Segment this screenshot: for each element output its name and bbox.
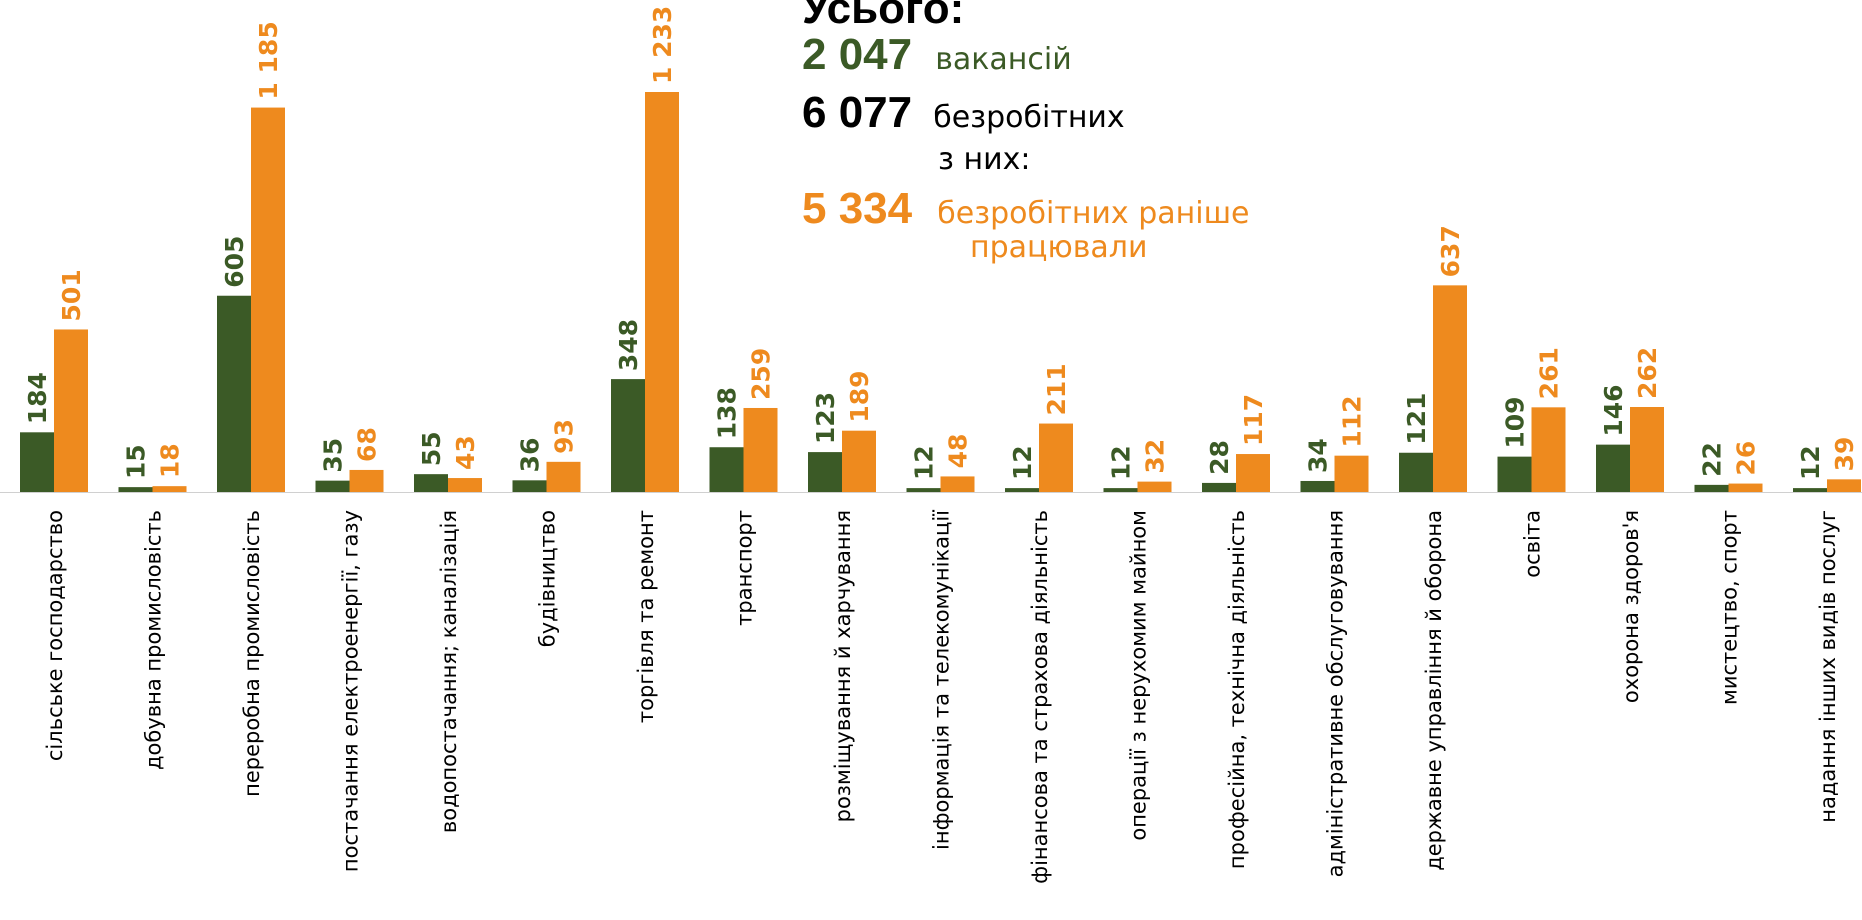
bar-vacancies-9 [906, 488, 941, 492]
bar-vacancies-16 [1596, 444, 1630, 492]
label-vacancies-18: 12 [1796, 445, 1825, 480]
category-label-2: переробна промисловість [240, 510, 264, 797]
label-unemployed-7: 259 [747, 348, 776, 400]
bar-vacancies-3 [315, 480, 350, 492]
category-label-11: операції з нерухомим майном [1127, 510, 1151, 841]
label-vacancies-10: 12 [1008, 445, 1037, 480]
category-label-10: фінансова та страхова діяльність [1028, 510, 1052, 884]
category-label-6: торгівля та ремонт [634, 510, 658, 723]
label-unemployed-1: 18 [156, 443, 185, 478]
bar-unemployed-16 [1630, 407, 1664, 492]
bar-unemployed-12 [1236, 454, 1270, 492]
bar-vacancies-2 [217, 295, 251, 492]
category-label-0: сільське господарство [43, 510, 67, 761]
bar-unemployed-4 [448, 478, 482, 492]
label-vacancies-2: 605 [220, 236, 249, 288]
category-label-16: охорона здоров'я [1619, 510, 1643, 703]
label-unemployed-10: 211 [1042, 363, 1071, 415]
bar-unemployed-14 [1433, 285, 1467, 492]
label-vacancies-0: 184 [23, 372, 52, 424]
label-vacancies-13: 34 [1304, 438, 1333, 473]
label-unemployed-8: 189 [845, 370, 874, 422]
category-label-8: розміщування й харчування [831, 510, 855, 822]
label-vacancies-9: 12 [910, 445, 939, 480]
label-unemployed-12: 117 [1239, 394, 1268, 446]
bar-vacancies-18 [1793, 488, 1827, 492]
bar-vacancies-6 [611, 379, 645, 492]
label-vacancies-5: 36 [516, 438, 545, 473]
label-vacancies-7: 138 [713, 387, 742, 439]
bar-unemployed-2 [251, 107, 285, 492]
label-unemployed-0: 501 [57, 269, 86, 321]
label-unemployed-15: 261 [1535, 347, 1564, 399]
label-vacancies-17: 22 [1698, 442, 1727, 477]
bar-vacancies-17 [1694, 484, 1729, 492]
bar-vacancies-12 [1202, 482, 1236, 492]
category-label-13: адміністративне обслуговування [1324, 510, 1348, 877]
label-unemployed-11: 32 [1141, 439, 1170, 474]
label-vacancies-12: 28 [1205, 440, 1234, 475]
label-vacancies-16: 146 [1599, 384, 1628, 436]
bar-vacancies-5 [512, 480, 547, 492]
label-vacancies-3: 35 [319, 438, 348, 473]
bar-unemployed-6 [645, 92, 679, 492]
label-unemployed-13: 112 [1338, 395, 1367, 447]
bar-vacancies-15 [1497, 456, 1532, 492]
category-label-18: надання інших видів послуг [1816, 510, 1840, 823]
label-unemployed-14: 637 [1436, 225, 1465, 277]
category-label-15: освіта [1521, 510, 1545, 578]
bar-unemployed-9 [940, 476, 975, 492]
bar-unemployed-11 [1137, 481, 1172, 492]
label-unemployed-17: 26 [1732, 441, 1761, 476]
category-label-7: транспорт [733, 510, 757, 626]
category-label-3: постачання електроенергії, газу [339, 510, 363, 872]
bar-vacancies-11 [1103, 488, 1138, 492]
label-unemployed-9: 48 [944, 434, 973, 469]
label-unemployed-3: 68 [353, 427, 382, 462]
bar-unemployed-3 [349, 469, 384, 492]
bar-vacancies-13 [1300, 480, 1335, 492]
category-label-5: будівництво [536, 510, 560, 647]
label-unemployed-4: 43 [451, 435, 480, 470]
category-label-1: добувна промисловість [142, 510, 166, 770]
category-label-4: водопостачання; каналізація [437, 510, 461, 833]
label-vacancies-14: 121 [1402, 393, 1431, 445]
bar-unemployed-0 [54, 329, 88, 492]
bar-unemployed-13 [1334, 455, 1369, 492]
bar-unemployed-17 [1728, 483, 1763, 492]
category-label-17: мистецтво, спорт [1718, 510, 1742, 705]
label-vacancies-4: 55 [417, 431, 446, 466]
label-unemployed-18: 39 [1830, 437, 1859, 472]
category-label-9: інформація та телекомунікації [930, 510, 954, 850]
bar-vacancies-10 [1005, 488, 1039, 492]
bar-unemployed-10 [1039, 423, 1073, 492]
bar-vacancies-8 [808, 452, 842, 492]
label-vacancies-8: 123 [811, 392, 840, 444]
label-vacancies-6: 348 [614, 319, 643, 371]
bar-unemployed-18 [1827, 479, 1861, 492]
bar-vacancies-7 [709, 447, 744, 492]
label-vacancies-11: 12 [1107, 445, 1136, 480]
bar-unemployed-15 [1531, 407, 1566, 492]
category-label-12: професійна, технічна діяльність [1225, 510, 1249, 869]
category-label-14: державне управління й оборона [1422, 510, 1446, 871]
label-unemployed-5: 93 [550, 419, 579, 454]
label-unemployed-16: 262 [1633, 347, 1662, 399]
bar-vacancies-0 [20, 432, 54, 492]
bar-vacancies-1 [118, 487, 153, 492]
bar-unemployed-8 [842, 430, 876, 492]
bar-vacancies-4 [414, 474, 448, 492]
label-vacancies-1: 15 [122, 444, 151, 479]
bar-vacancies-14 [1399, 452, 1433, 492]
bar-unemployed-5 [546, 461, 581, 492]
bar-unemployed-7 [743, 407, 778, 492]
label-unemployed-6: 1 233 [648, 6, 677, 84]
label-vacancies-15: 109 [1501, 396, 1530, 448]
bar-unemployed-1 [152, 486, 187, 492]
label-unemployed-2: 1 185 [254, 21, 283, 99]
